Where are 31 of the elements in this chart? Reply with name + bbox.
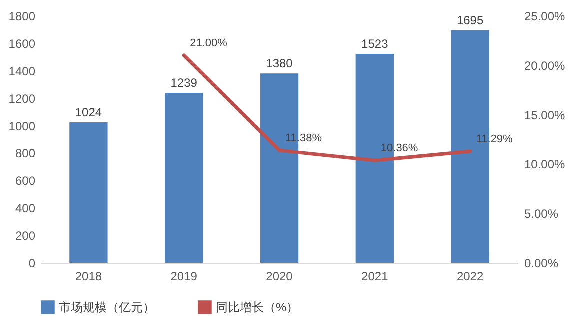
- legend-label: 同比增长（%）: [216, 300, 299, 314]
- y-tick-label: 0: [28, 256, 36, 270]
- x-tick-label: 2022: [456, 270, 484, 284]
- y2-tick-label: 10.00%: [524, 158, 566, 172]
- y-tick-label: 400: [15, 202, 36, 216]
- y-tick-label: 1800: [8, 10, 36, 24]
- y2-tick-label: 5.00%: [524, 207, 559, 222]
- bar: [165, 92, 204, 263]
- data-label: 1239: [170, 76, 198, 90]
- y-tick-label: 1200: [8, 92, 36, 106]
- y-tick-label: 1400: [8, 64, 36, 78]
- data-label: 1523: [362, 37, 389, 52]
- data-label: 1380: [266, 56, 294, 71]
- y2-tick-label: 15.00%: [524, 108, 566, 122]
- data-label: 1695: [456, 13, 484, 28]
- bar: [70, 122, 108, 263]
- y-tick-label: 600: [15, 174, 36, 188]
- y2-tick-label: 0.00%: [524, 256, 559, 270]
- y2-tick-label: 20.00%: [524, 58, 566, 73]
- x-tick-label: 2020: [266, 270, 294, 284]
- legend-label: 市场规模（亿元）: [59, 300, 155, 314]
- data-label: 21.00%: [190, 38, 228, 50]
- x-tick-label: 2021: [362, 270, 389, 284]
- y-tick-label: 200: [15, 229, 36, 244]
- y-tick-label: 800: [15, 146, 36, 161]
- data-label: 1024: [75, 105, 102, 120]
- y-tick-label: 1000: [8, 119, 36, 134]
- y-tick-label: 1600: [8, 36, 36, 51]
- x-tick-label: 2019: [170, 270, 198, 284]
- x-tick-label: 2018: [75, 270, 102, 284]
- y2-tick-label: 25.00%: [524, 10, 566, 24]
